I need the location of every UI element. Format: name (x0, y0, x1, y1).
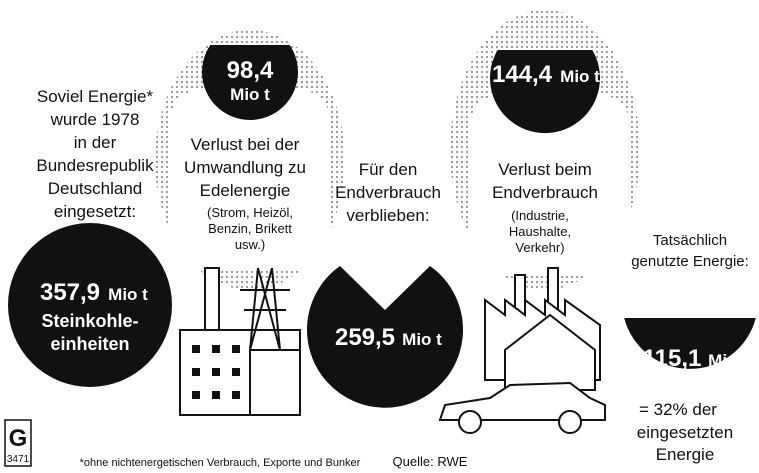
conversion-loss-unit: Mio t (230, 85, 270, 104)
source: Quelle: RWE (393, 454, 468, 469)
use-loss-text: Verlust beim (498, 160, 592, 179)
used-share: Energie (656, 445, 715, 464)
conversion-loss-text: Edelenergie (200, 181, 291, 200)
footnote: *ohne nichtenergetischen Verbrauch, Expo… (80, 457, 361, 469)
use-loss-unit: Mio t (560, 67, 600, 86)
used-unit: Mio t (708, 351, 748, 370)
use-loss-note: (Industrie, (511, 208, 569, 223)
logo-letter: G (9, 425, 28, 452)
logo-number: 3471 (7, 454, 30, 465)
conversion-loss-note: Benzin, Brikett (208, 221, 292, 236)
intro-text: wurde 1978 (50, 110, 140, 129)
conversion-loss-text: Verlust bei der (191, 135, 300, 154)
total-label: Steinkohle- (41, 311, 138, 331)
factory-house-car (440, 268, 605, 433)
use-loss-note: Verkehr) (515, 240, 564, 255)
infographic: Soviel Energie* wurde 1978 in der Bundes… (0, 0, 759, 473)
intro-text: in der (74, 133, 117, 152)
intro-text: Bundesrepublik (36, 156, 154, 175)
used-share: eingesetzten (637, 423, 733, 442)
use-loss-amount: 144,4 (492, 61, 553, 88)
use-loss-note: Haushalte, (509, 224, 571, 239)
intro-text: Deutschland (48, 179, 143, 198)
remaining-text: Endverbrauch (335, 183, 441, 202)
total-unit: Mio t (108, 285, 148, 304)
conversion-loss-text: Umwandlung zu (184, 158, 306, 177)
total-amount: 357,9 (40, 279, 100, 306)
remaining-text: Für den (359, 160, 418, 179)
used-text: Tatsächlich (653, 232, 727, 249)
used-amount: 115,1 (643, 345, 702, 372)
remaining-unit: Mio t (402, 330, 442, 349)
intro-text: Soviel Energie* (37, 87, 154, 106)
total-label: einheiten (50, 334, 129, 354)
conversion-loss-note: (Strom, Heizöl, (207, 205, 293, 220)
intro-text: eingesetzt: (54, 202, 136, 221)
used-text: genutzte Energie: (631, 253, 749, 270)
use-loss-text: Endverbrauch (492, 183, 598, 202)
conversion-loss-amount: 98,4 (227, 57, 274, 84)
used-share: = 32% der (639, 400, 717, 419)
remaining-amount: 259,5 (335, 324, 395, 351)
conversion-loss-note: usw.) (235, 237, 265, 252)
remaining-text: verblieben: (346, 206, 429, 225)
